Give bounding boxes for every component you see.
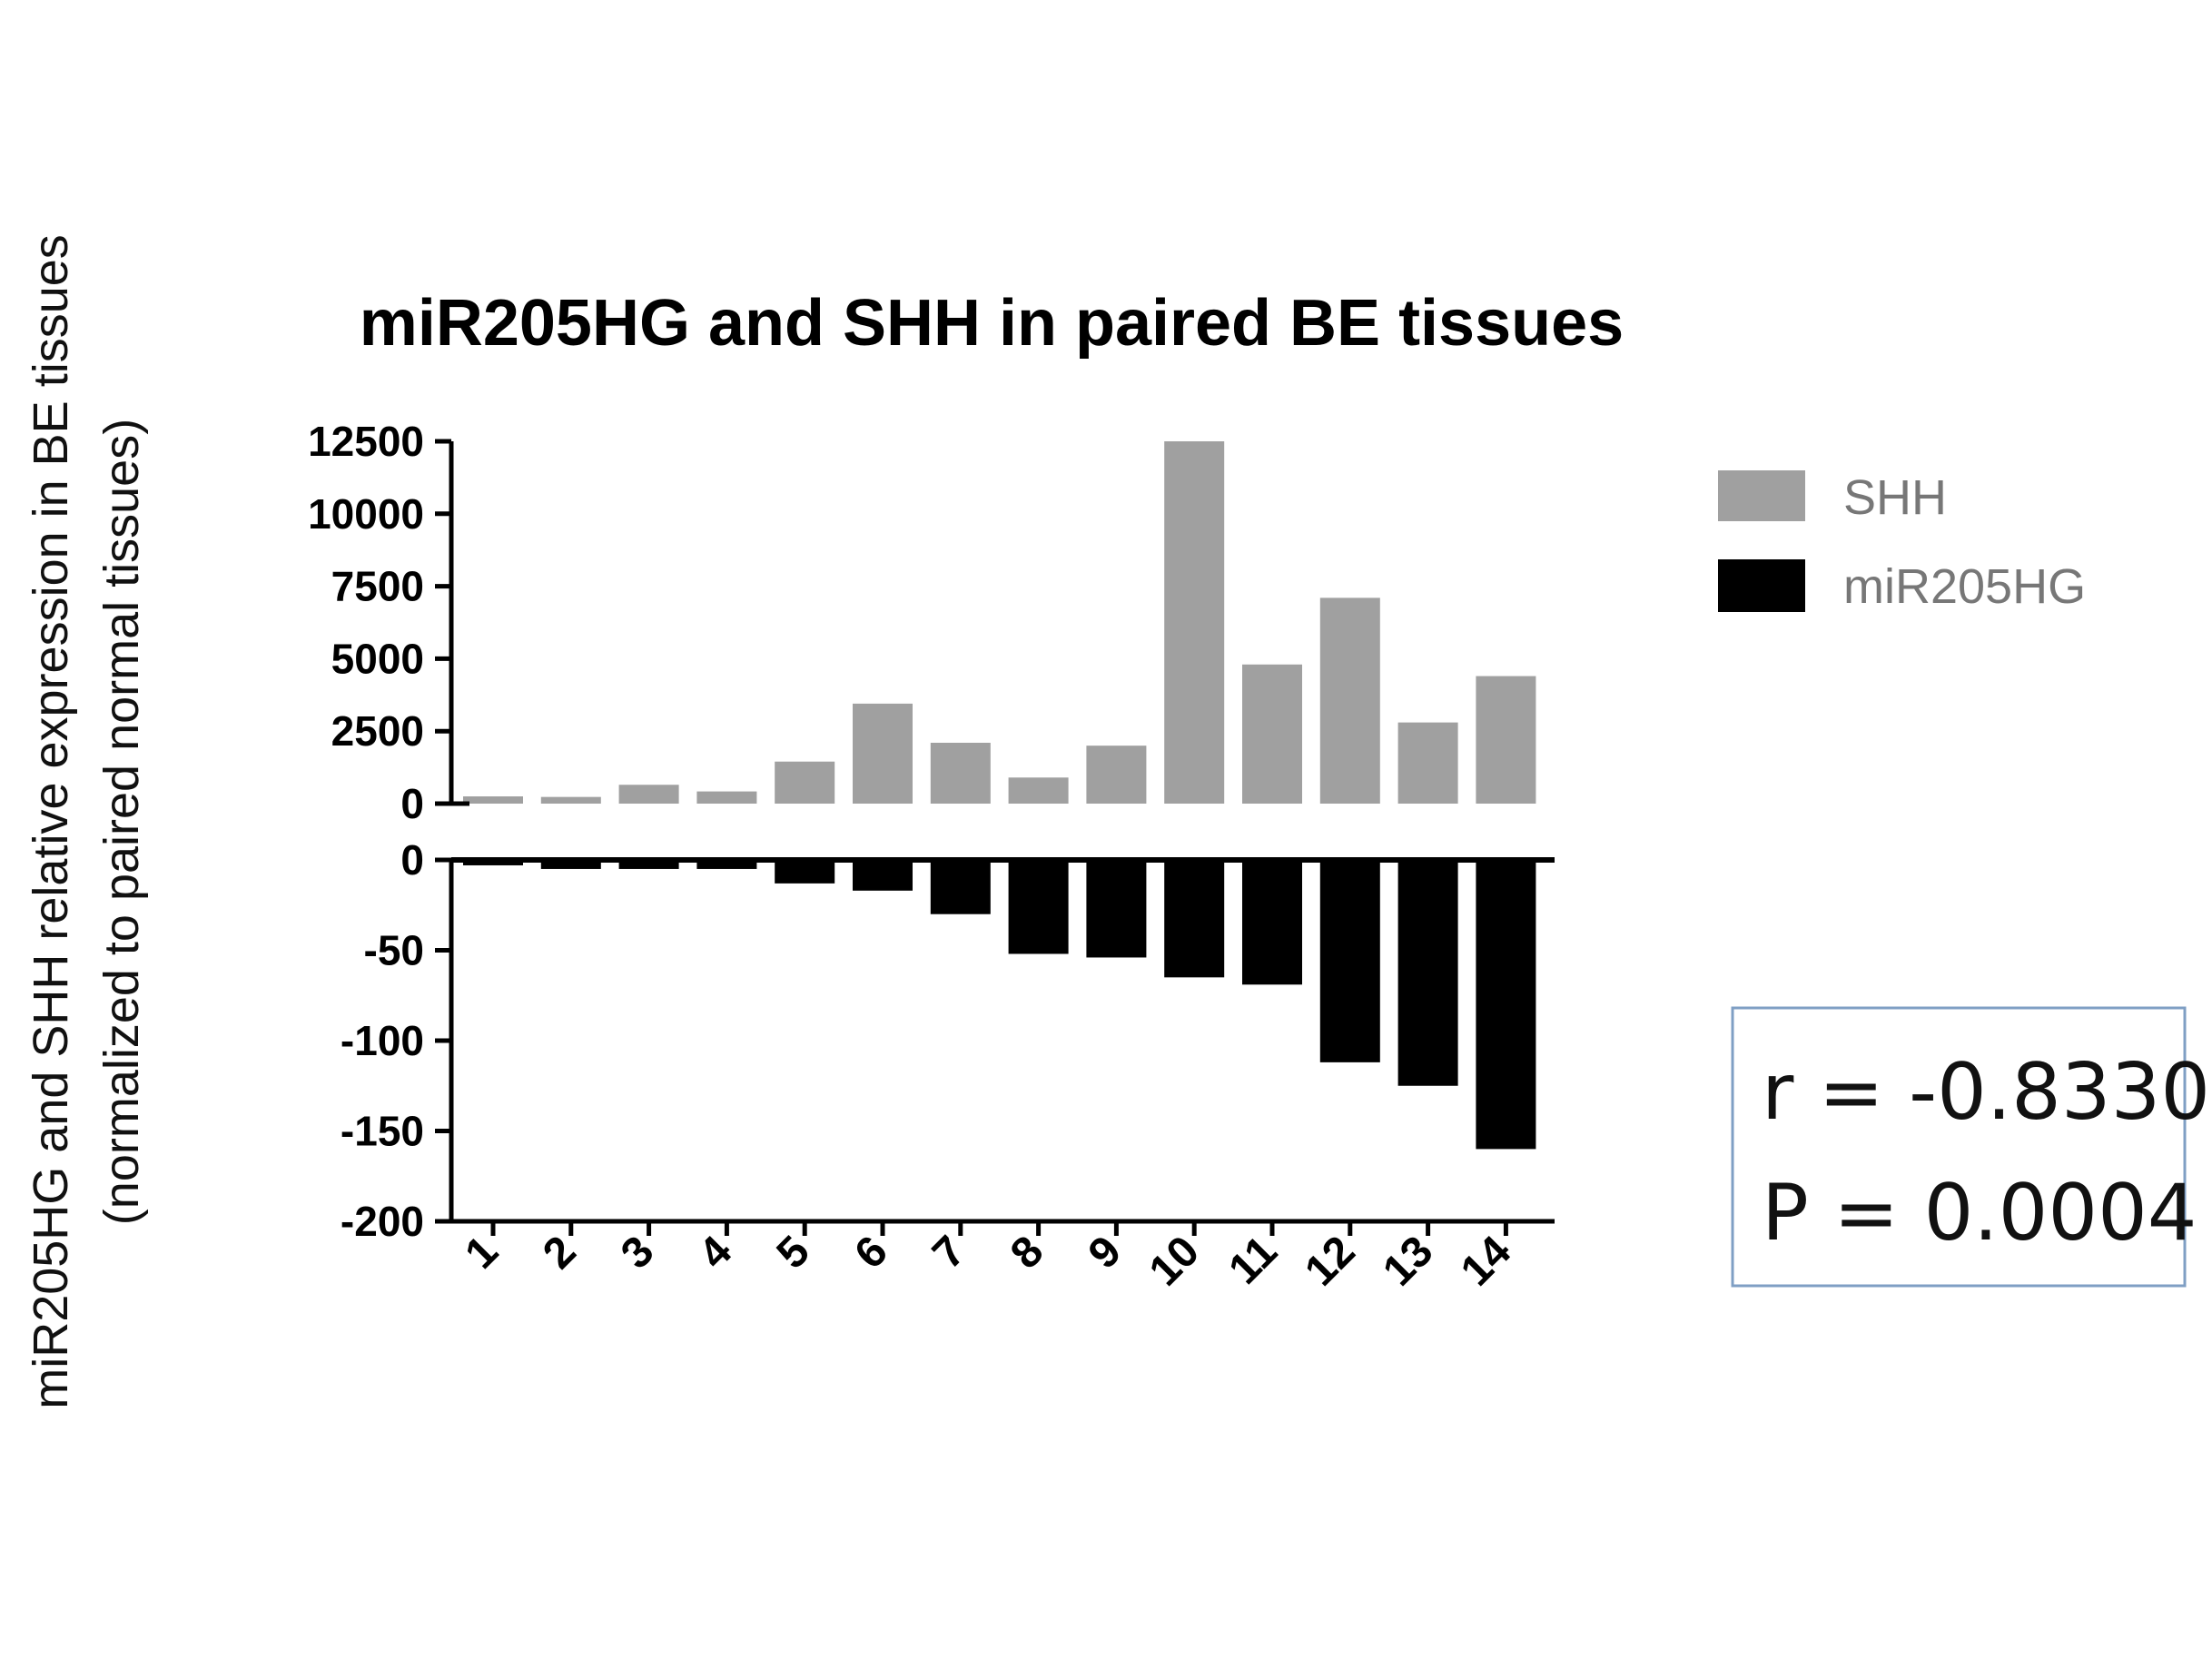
mir205hg-y-tick-label: -50	[364, 927, 424, 974]
legend-label-mir205hg: miR205HG	[1843, 559, 2086, 614]
shh-bar	[1476, 676, 1536, 804]
shh-bar	[1164, 441, 1225, 804]
shh-bar	[1397, 722, 1458, 804]
chart-title: miR205HG and SHH in paired BE tissues	[360, 287, 1624, 360]
annotation-box	[1731, 1006, 2187, 1288]
shh-y-tick-label: 0	[400, 780, 424, 827]
mir205hg-bar	[1164, 860, 1225, 978]
mir205hg-y-tick-label: -200	[341, 1198, 424, 1245]
mir205hg-bar	[463, 860, 523, 865]
mir205hg-bar	[930, 860, 991, 914]
x-tick-label: 5	[768, 1227, 819, 1278]
mir205hg-y-tick-label: -100	[341, 1017, 424, 1064]
x-tick-label: 12	[1296, 1227, 1364, 1295]
legend-swatch-shh	[1718, 470, 1805, 521]
shh-bar	[775, 761, 835, 804]
x-tick-label: 2	[534, 1227, 585, 1278]
shh-bar	[1086, 746, 1147, 804]
correlation-annotation: r = -0.8330 P = 0.0004	[1731, 1006, 2210, 1288]
shh-y-tick-label: 12500	[308, 418, 424, 465]
mir205hg-bar	[540, 860, 601, 869]
shh-y-tick-label: 7500	[331, 563, 424, 610]
mir205hg-bar	[1397, 860, 1458, 1086]
shh-bar	[930, 742, 991, 804]
x-tick-label: 6	[845, 1227, 896, 1278]
shh-bar	[1242, 664, 1302, 804]
correlation-r: r = -0.8330	[1762, 1047, 2210, 1138]
legend-swatch-mir205hg	[1718, 559, 1805, 612]
x-axis-ticks: 1 2 3 4 5 6 7 8 9 10 11 12 13 14	[456, 1221, 1520, 1296]
y-axis-label-sub: (normalized to paired normal tissues)	[94, 419, 149, 1225]
p-value: P = 0.0004	[1762, 1168, 2197, 1259]
legend-label-shh: SHH	[1843, 470, 1947, 525]
mir205hg-bar	[1476, 860, 1536, 1150]
x-tick-label: 13	[1374, 1227, 1442, 1295]
x-tick-label: 7	[923, 1227, 974, 1278]
shh-bar	[1008, 777, 1069, 804]
shh-bar	[1319, 597, 1380, 804]
x-tick-label: 10	[1141, 1227, 1209, 1295]
shh-bar	[696, 791, 757, 804]
x-tick-label: 8	[1002, 1227, 1052, 1278]
mir205hg-bar	[696, 860, 757, 869]
mir205hg-bar	[1086, 860, 1147, 958]
mir205hg-bar	[853, 860, 913, 891]
mir205hg-bar	[1242, 860, 1302, 985]
shh-panel: 0 2500 5000 7500 10000 12500	[308, 418, 1536, 827]
mir205hg-bar	[775, 860, 835, 884]
x-tick-label: 11	[1220, 1227, 1286, 1293]
legend: SHH miR205HG	[1718, 470, 2086, 614]
mir205hg-bar	[1319, 860, 1380, 1062]
shh-y-tick-label: 5000	[331, 635, 424, 682]
shh-y-tick-label: 10000	[308, 490, 424, 538]
mir205hg-bar	[618, 860, 679, 869]
mir205hg-bar	[1008, 860, 1069, 954]
x-tick-label: 14	[1452, 1227, 1520, 1295]
x-tick-label: 3	[612, 1227, 663, 1278]
shh-bar	[540, 796, 601, 804]
mir205hg-panel: 0 -50 -100 -150 -200	[341, 836, 1555, 1245]
mir205hg-y-tick-label: -150	[341, 1108, 424, 1155]
shh-y-tick-label: 2500	[331, 707, 424, 755]
mir205hg-y-tick-label: 0	[400, 836, 424, 884]
x-tick-label: 4	[690, 1227, 742, 1279]
x-tick-label: 9	[1080, 1227, 1131, 1278]
shh-bar	[853, 703, 913, 804]
shh-bar	[463, 796, 523, 804]
shh-bar	[618, 785, 679, 804]
x-tick-label: 1	[456, 1227, 507, 1278]
y-axis-label: miR205HG and SHH relative expression in …	[24, 234, 78, 1409]
